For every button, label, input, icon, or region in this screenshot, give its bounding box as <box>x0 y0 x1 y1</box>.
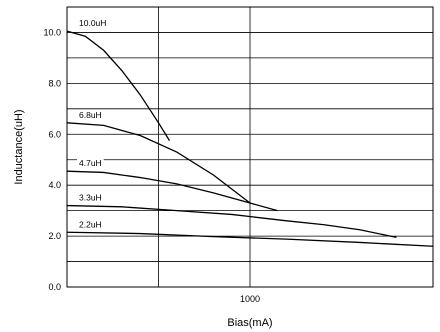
series-label-background <box>77 109 104 120</box>
curve-layer <box>66 30 434 247</box>
series-label-background <box>77 158 104 169</box>
y-tick-label: 4.0 <box>48 180 61 190</box>
y-tick-label: 10.0 <box>43 27 61 37</box>
series-line <box>66 30 171 141</box>
series-line <box>66 231 434 247</box>
series-line <box>66 122 251 204</box>
y-tick-label: 8.0 <box>48 78 61 88</box>
y-tick-label: 6.0 <box>48 129 61 139</box>
series-label-background <box>77 219 104 230</box>
y-axis-label: Inductance(uH) <box>13 109 25 184</box>
series-label: 3.3uH <box>79 193 102 203</box>
series-label-background <box>77 18 109 29</box>
series-line <box>66 170 278 212</box>
y-tick-label: 0.0 <box>48 282 61 292</box>
grid-layer <box>67 7 434 287</box>
plot-frame <box>66 6 434 288</box>
series-label-background <box>77 192 104 203</box>
x-axis-label: Bias(mA) <box>227 317 272 329</box>
series-label: 4.7uH <box>79 158 102 168</box>
series-label: 6.8uH <box>79 110 102 120</box>
x-tick-label: 1000 <box>240 294 260 304</box>
series-line <box>66 204 397 238</box>
series-label: 2.2uH <box>79 219 102 229</box>
series-label: 10.0uH <box>79 18 106 28</box>
label-layer: 0.0 2.0 4.0 6.0 8.0 10.0 1000 10.0uH 6.8uH 4.7uH 3… <box>43 18 260 304</box>
y-tick-label: 2.0 <box>48 231 61 241</box>
